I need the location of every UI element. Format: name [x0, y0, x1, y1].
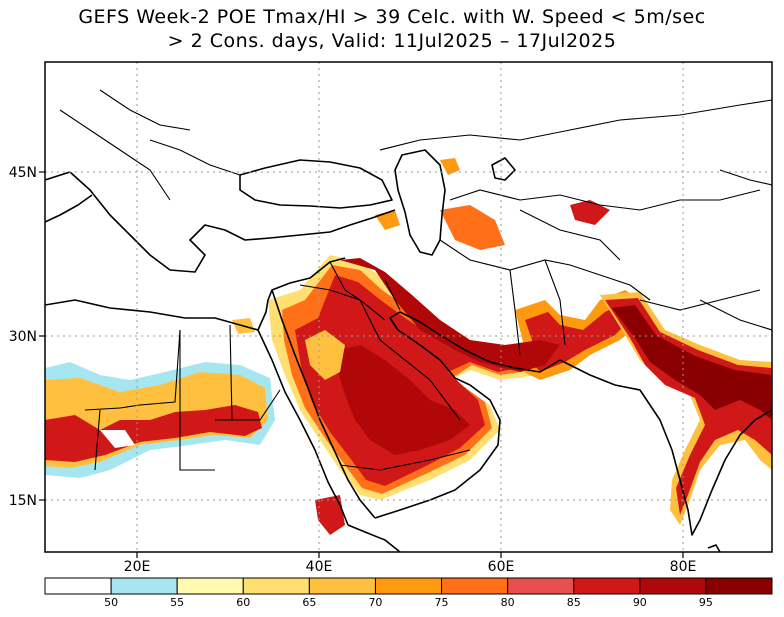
colorbar-swatch — [308, 577, 376, 595]
colorbar-swatch — [374, 577, 443, 595]
shade-arabia-core — [338, 345, 470, 455]
lat-label: 45N — [9, 165, 37, 181]
shade-gulf-strip — [340, 258, 560, 372]
colorbar-swatch — [441, 577, 509, 595]
latitude-labels: 45N 30N 15N — [9, 165, 37, 509]
longitude-labels: 20E 40E 60E 80E — [124, 559, 697, 575]
shade-arabia-high — [295, 275, 545, 486]
colorbar-swatch — [639, 577, 707, 595]
map-title-line-1: GEFS Week-2 POE Tmax/HI > 39 Celc. with … — [78, 6, 706, 28]
country-borders — [59, 89, 772, 471]
lon-label: 60E — [488, 559, 515, 575]
colorbar-label: 50 — [104, 596, 118, 609]
lon-label: 40E — [306, 559, 333, 575]
shade-uzbek — [570, 200, 610, 225]
shade-eritrea — [315, 495, 345, 535]
colorbar — [44, 577, 773, 595]
map-body — [45, 62, 772, 552]
colorbar-label: 85 — [567, 596, 581, 609]
shade-sahel-white-gap — [100, 430, 135, 448]
colorbar-label: 70 — [368, 596, 382, 609]
shade-kazakh-small — [440, 158, 460, 175]
map-frame — [44, 61, 773, 553]
lon-label: 80E — [670, 559, 697, 575]
colorbar-swatch — [573, 577, 641, 595]
probability-shading — [45, 158, 772, 535]
colorbar-label: 60 — [236, 596, 250, 609]
colorbar-label: 90 — [633, 596, 647, 609]
colorbar-label: 75 — [435, 596, 449, 609]
colorbar-swatch — [110, 577, 178, 595]
axis-ticks — [39, 171, 684, 558]
graticule — [45, 62, 772, 552]
colorbar-label: 55 — [170, 596, 184, 609]
colorbar-label: 80 — [501, 596, 515, 609]
colorbar-swatch — [44, 577, 112, 595]
colorbar-labels: 50 55 60 65 70 75 80 85 90 95 — [104, 596, 713, 609]
shade-india-core — [612, 305, 772, 420]
lat-label: 30N — [9, 329, 37, 345]
map-title-line-2: > 2 Cons. days, Valid: 11Jul2025 – 17Jul… — [167, 30, 617, 52]
colorbar-label: 65 — [302, 596, 316, 609]
colorbar-label: 95 — [699, 596, 713, 609]
colorbar-swatch — [507, 577, 575, 595]
colorbar-swatch — [242, 577, 310, 595]
lon-label: 20E — [124, 559, 151, 575]
shade-arabia-pale — [305, 330, 345, 380]
coastlines — [45, 149, 772, 552]
lat-label: 15N — [9, 493, 37, 509]
colorbar-swatch — [705, 577, 773, 595]
shade-sahel-high — [45, 405, 262, 462]
shade-caspian-east — [440, 205, 505, 250]
colorbar-swatch — [176, 577, 244, 595]
